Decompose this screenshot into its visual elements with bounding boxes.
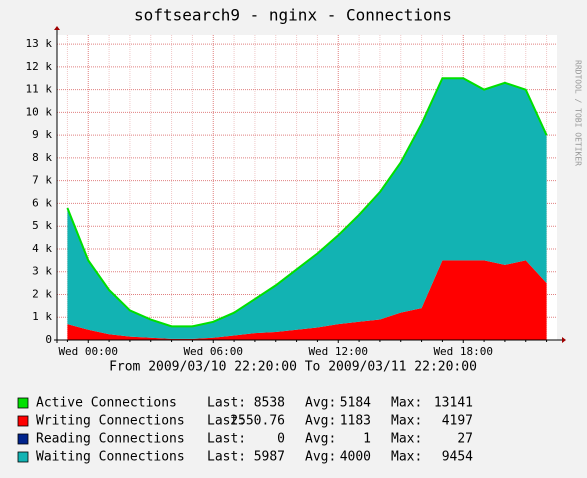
stat-value: 0: [277, 432, 285, 447]
stat-label: Avg:: [305, 396, 336, 411]
line: [66, 77, 548, 328]
y-tick-label: 9 k: [32, 128, 52, 141]
y-tick-label: 6 k: [32, 196, 52, 209]
legend-name: Active Connections: [36, 396, 177, 411]
stat-value: 27: [457, 432, 473, 447]
stat-value: 1183: [340, 414, 371, 429]
y-tick-label: 2 k: [32, 287, 52, 300]
stat-label: Max:: [391, 432, 422, 447]
stat-value: 8538: [254, 396, 285, 411]
subtitle: From 2009/03/10 22:20:00 To 2009/03/11 2…: [109, 360, 477, 375]
y-tick-label: 4 k: [32, 242, 52, 255]
stat-label: Max:: [391, 450, 422, 465]
legend-swatch: [17, 433, 29, 445]
stat-label: Last:: [207, 414, 246, 429]
stat-value: 5987: [254, 450, 285, 465]
chart-title: softsearch9 - nginx - Connections: [134, 6, 452, 25]
legend-name: Reading Connections: [36, 432, 185, 447]
y-tick-label: 7 k: [32, 174, 52, 187]
y-tick-label: 11 k: [26, 83, 53, 96]
y-tick-label: 3 k: [32, 265, 52, 278]
stat-label: Last:: [207, 396, 246, 411]
legend-name: Writing Connections: [36, 414, 185, 429]
y-tick-label: 8 k: [32, 151, 52, 164]
y-tick-label: 10 k: [26, 105, 53, 118]
stat-value: 13141: [434, 396, 473, 411]
y-tick-label: 1 k: [32, 310, 52, 323]
stat-label: Max:: [391, 414, 422, 429]
legend-name: Waiting Connections: [36, 450, 185, 465]
stat-value: 1: [363, 432, 371, 447]
area: [67, 78, 547, 339]
y-arrow: [54, 26, 60, 30]
stat-label: Avg:: [305, 450, 336, 465]
y-tick-label: 0: [45, 333, 52, 346]
stat-label: Last:: [207, 432, 246, 447]
stat-value: 2550.76: [230, 414, 285, 429]
area: [67, 260, 547, 340]
x-tick-label: Wed 00:00: [58, 345, 118, 358]
y-tick-label: 12 k: [26, 60, 53, 73]
side-text: RRDTOOL / TOBI OETIKER: [574, 60, 583, 166]
x-tick-label: Wed 12:00: [308, 345, 368, 358]
stat-label: Max:: [391, 396, 422, 411]
stat-label: Last:: [207, 450, 246, 465]
stat-label: Avg:: [305, 432, 336, 447]
stat-value: 9454: [442, 450, 473, 465]
x-arrow: [562, 337, 566, 343]
legend-swatch: [17, 451, 29, 463]
legend-swatch: [17, 415, 29, 427]
stat-value: 4000: [340, 450, 371, 465]
y-tick-label: 13 k: [26, 37, 53, 50]
legend-swatch: [17, 397, 29, 409]
x-tick-label: Wed 18:00: [433, 345, 493, 358]
stat-value: 4197: [442, 414, 473, 429]
y-tick-label: 5 k: [32, 219, 52, 232]
x-tick-label: Wed 06:00: [183, 345, 243, 358]
stat-value: 5184: [340, 396, 371, 411]
stat-label: Avg:: [305, 414, 336, 429]
